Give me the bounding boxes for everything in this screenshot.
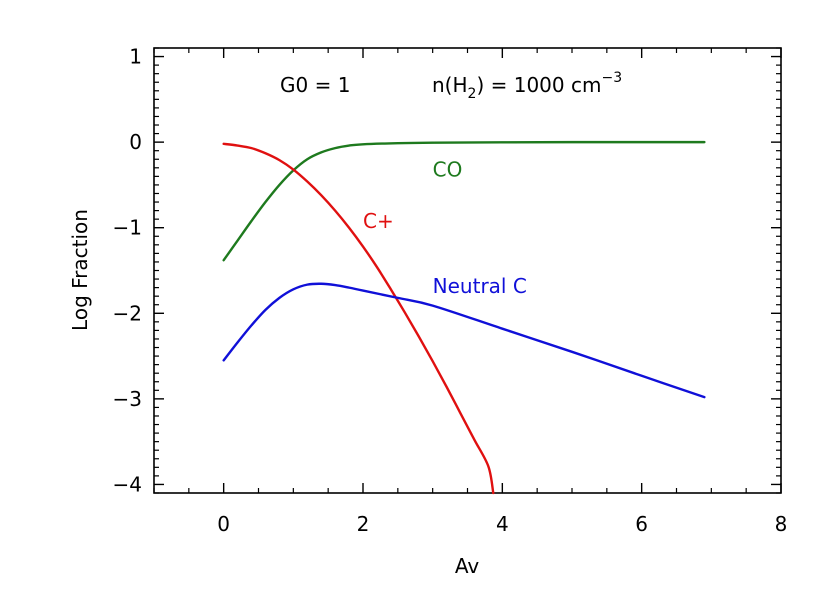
x-tick-label: 8 <box>775 512 788 536</box>
density-prefix: n(H <box>432 73 468 97</box>
x-tick-label: 2 <box>357 512 370 536</box>
y-tick-label: −3 <box>113 387 142 411</box>
series-lines <box>222 140 706 495</box>
annotation-density: n(H2) = 1000 cm−3 <box>432 70 622 102</box>
density-subscript: 2 <box>468 86 477 102</box>
density-mid: ) = 1000 cm <box>476 73 601 97</box>
series-line-c <box>222 142 495 495</box>
y-tick-label: 1 <box>129 45 142 69</box>
series-label-c: C+ <box>363 209 394 233</box>
series-label-co: CO <box>433 158 463 182</box>
annotation-g0: G0 = 1 <box>280 73 350 97</box>
y-tick-label: −1 <box>113 216 142 240</box>
axis-ticks <box>153 47 782 494</box>
y-tick-label: −2 <box>113 301 142 325</box>
y-tick-label: −4 <box>113 472 142 496</box>
x-axis-title: Av <box>455 554 480 578</box>
density-superscript: −3 <box>601 70 622 86</box>
x-tick-label: 4 <box>496 512 509 536</box>
y-tick-label: 0 <box>129 130 142 154</box>
series-labels: CO C+ Neutral C <box>363 158 527 298</box>
series-line-neutral-c <box>222 282 706 399</box>
series-label-neutral-c: Neutral C <box>433 274 527 298</box>
y-axis-title: Log Fraction <box>68 209 92 331</box>
x-tick-label: 0 <box>217 512 230 536</box>
series-line-co <box>222 140 706 262</box>
axis-tick-labels: 0 2 4 6 810−1−2−3−4 <box>113 45 788 536</box>
x-tick-label: 6 <box>635 512 648 536</box>
